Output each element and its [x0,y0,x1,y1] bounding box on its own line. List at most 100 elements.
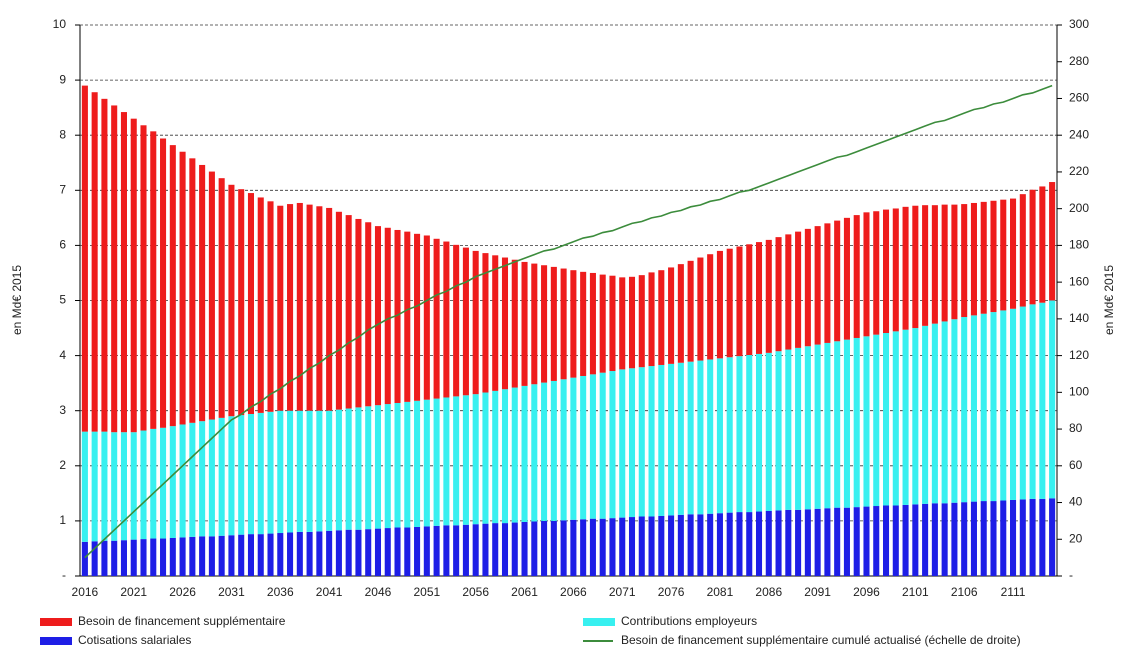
bar-segment [111,105,118,433]
legend-label: Cotisations salariales [78,633,191,647]
bar-segment [355,407,362,530]
bar-segment [1019,194,1026,307]
bar-segment [873,506,880,576]
bar-segment [111,432,118,541]
bar-segment [726,357,733,513]
bar-segment [160,138,167,428]
bar-segment [81,85,88,432]
bar-segment [843,339,850,508]
bar-segment [365,406,372,530]
y2-tick-label: 20 [1069,531,1083,545]
bar-segment [834,220,841,342]
x-tick-label: 2031 [218,585,245,599]
bar-segment [892,208,899,332]
bar-segment [755,353,763,512]
bar-segment [697,257,704,361]
bar-segment [433,238,440,399]
y2-tick-label: 200 [1069,201,1089,215]
bar-segment [101,98,108,432]
bar-segment [1049,498,1056,576]
bar-segment [814,508,821,576]
bar-segment [726,512,733,576]
bar-segment [931,323,938,504]
bar-segment [199,536,206,576]
bar-segment [648,366,655,517]
bar-segment [804,509,811,576]
legend-swatch [583,618,615,626]
bar-segment [511,259,518,388]
bar-segment [189,422,196,537]
bar-segment [267,201,274,412]
bar-segment [824,508,831,576]
bar-segment [863,506,870,576]
bar-segment [765,352,772,511]
x-tick-label: 2101 [902,585,929,599]
bar-segment [247,414,255,535]
bar-segment [609,275,616,372]
bar-segment [374,528,382,576]
bar-segment [1039,498,1046,576]
bar-segment [492,255,499,391]
bar-segment [775,510,782,576]
bar-segment [824,342,831,509]
bar-segment [531,521,538,576]
y-tick-label: 2 [59,458,66,472]
bar-segment [394,402,401,528]
bar-segment [638,516,645,576]
bar-segment [687,361,694,515]
bar-segment [599,274,606,373]
bar-segment [1000,199,1007,311]
bar-segment [404,231,411,402]
bar-segment [257,534,264,576]
bar-segment [384,404,391,529]
bar-segment [677,362,684,515]
bar-segment [228,416,235,536]
y-tick-label: 8 [59,127,66,141]
bar-segment [179,537,186,576]
bar-segment [335,409,342,531]
bar-segment [970,315,977,502]
y-tick-label: 7 [59,182,66,196]
bar-segment [716,358,723,514]
bar-segment [189,536,196,576]
x-tick-label: 2016 [72,585,99,599]
bar-segment [902,329,909,505]
bar-segment [677,514,684,576]
bar-segment [257,197,264,413]
bar-segment [306,410,313,532]
bar-segment [101,540,108,576]
bar-segment [795,347,802,510]
bar-segment [677,264,684,363]
bar-segment [882,505,890,576]
bar-segment [287,532,294,576]
bar-segment [550,266,557,381]
bar-segment [541,265,548,383]
bar-segment [169,426,176,538]
y-tick-label: 6 [59,238,66,252]
x-tick-label: 2051 [413,585,440,599]
bar-segment [345,408,352,530]
bar-segment [1039,186,1046,303]
bar-segment [1000,500,1007,576]
bar-segment [922,205,929,326]
bar-segment [120,432,127,541]
y2-tick-label: 40 [1069,495,1083,509]
x-tick-label: 2046 [365,585,392,599]
bar-segment [648,272,655,367]
bar-segment [384,528,391,576]
bar-segment [951,204,958,320]
bar-segment [892,505,899,576]
bar-segment [619,369,626,518]
bar-segment [882,333,890,506]
bar-segment [589,272,596,375]
bar-segment [482,392,489,524]
bar-segment [716,250,723,359]
bar-segment [980,201,987,314]
bar-segment [599,372,606,519]
y2-tick-label: 280 [1069,54,1089,68]
bar-segment [150,538,157,576]
bar-segment [912,328,919,505]
bar-segment [726,248,733,358]
y2-tick-label: 140 [1069,311,1089,325]
bar-segment [1029,304,1036,499]
